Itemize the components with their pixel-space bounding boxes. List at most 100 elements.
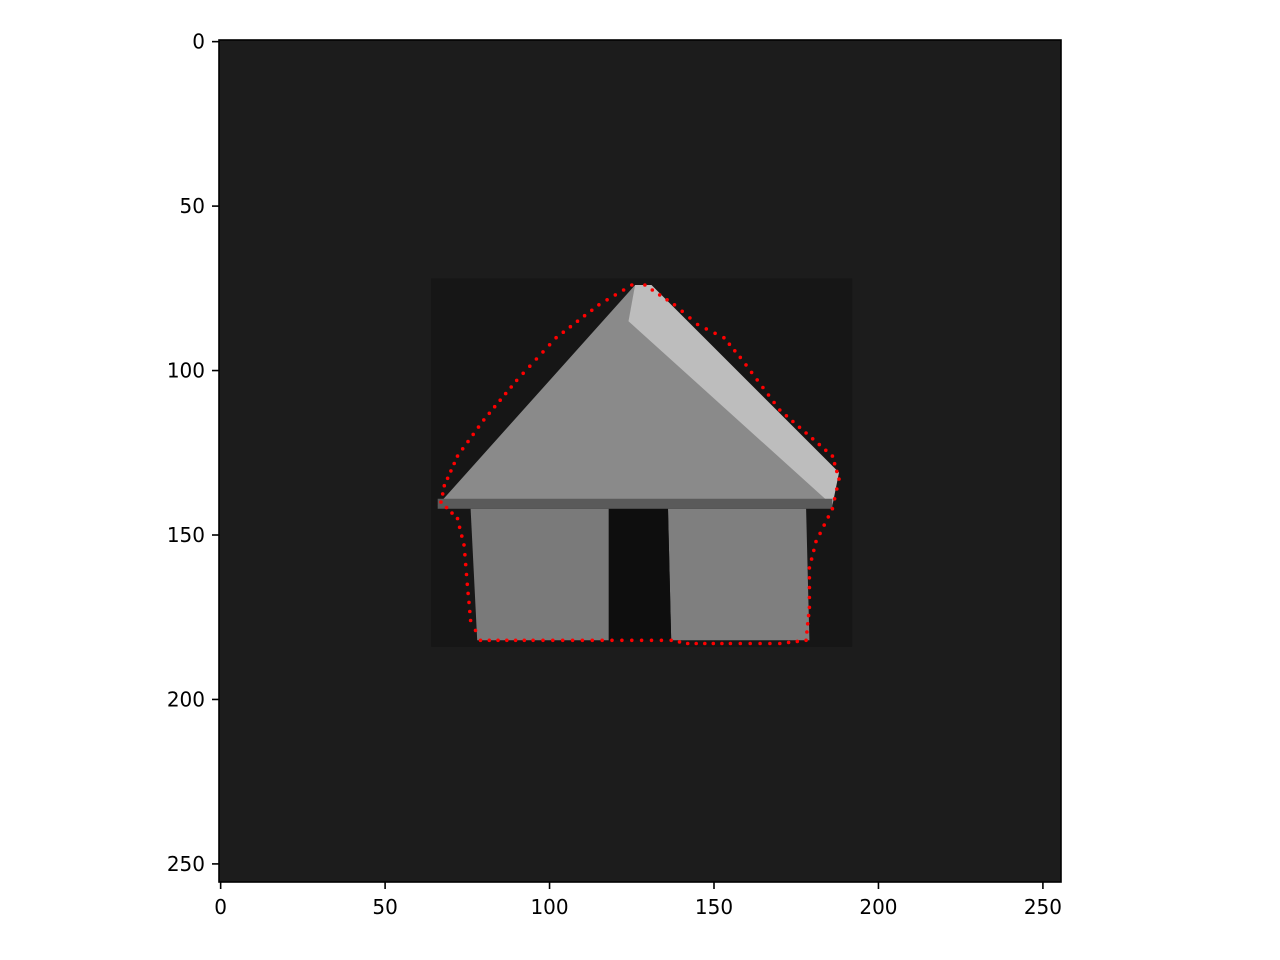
contour-point [528,364,532,369]
contour-point [665,298,669,302]
x-axis: 0 50 100 150 200 250 [214,882,1062,919]
contour-point [704,327,709,331]
contour-point [482,418,486,422]
contour-point [727,342,732,347]
x-tick-label: 0 [214,895,227,919]
contour-point [514,378,519,383]
contour-point [795,639,800,644]
contour-point [471,432,476,437]
contour-point [643,283,647,287]
contour-point [460,447,465,451]
contour-point [814,539,818,544]
contour-point [580,638,585,643]
contour-point [835,469,839,474]
contour-point [522,638,527,643]
contour-point [766,393,771,397]
contour-point [605,298,609,302]
contour-point [620,638,624,643]
contour-point [463,552,467,557]
contour-point [621,288,626,292]
contour-point [449,469,453,473]
contour-point [630,283,634,287]
image-display [219,40,1061,882]
contour-point [733,349,737,353]
contour-point [547,343,552,347]
contour-point [804,638,808,643]
contour-point [590,308,594,313]
y-tick-label: 50 [180,194,205,218]
contour-point [590,638,595,643]
contour-point [672,303,677,307]
contour-point [466,439,470,444]
contour-point [468,618,473,623]
contour-point [496,638,500,643]
contour-point [450,511,454,515]
contour-point [531,638,535,643]
contour-point [561,330,566,335]
contour-point [610,638,614,643]
contour-point [476,425,481,429]
contour-point [837,477,841,481]
contour-point [452,461,457,466]
contour-point [669,638,673,643]
contour-point [685,641,690,646]
contour-point [758,641,762,646]
contour-point [768,641,772,646]
contour-point [487,638,492,643]
contour-point [460,534,464,538]
contour-point [809,557,814,561]
contour-point [568,324,573,329]
contour-point [791,419,795,424]
contour-point [711,641,716,646]
contour-point [487,411,492,416]
y-tick-label: 100 [167,359,205,383]
contour-point [505,638,509,643]
contour-point [600,638,604,643]
contour-point [630,638,634,643]
contour-point [818,531,822,536]
contour-point [778,408,782,412]
contour-point [680,309,684,314]
y-tick-label: 150 [167,523,205,547]
x-tick-label: 200 [859,895,897,919]
contour-point [659,638,664,643]
contour-point [749,370,754,375]
contour-point [786,640,791,645]
contour-point [738,641,743,646]
contour-point [810,437,815,441]
contour-point [439,500,443,504]
contour-point [554,335,558,340]
x-tick-label: 50 [372,895,397,919]
x-tick-label: 150 [695,895,733,919]
contour-point [713,331,717,336]
contour-point [832,461,837,466]
contour-point [761,385,765,390]
contour-point [541,638,545,643]
contour-point [541,350,545,354]
contour-point [639,638,644,643]
contour-point [806,613,811,618]
contour-point [720,641,724,646]
contour-point [463,562,468,567]
contour-point [822,523,826,527]
contour-point [492,404,497,409]
roof-face [437,285,833,506]
contour-point [695,322,700,327]
contour-point [807,585,812,590]
contour-point [457,525,462,530]
contour-point [468,609,472,614]
contour-point [442,483,447,488]
contour-point [513,638,518,643]
contour-point [509,385,513,389]
contour-point [807,605,812,610]
contour-point [835,487,839,491]
contour-point [804,431,808,435]
contour-point [805,630,809,634]
left-wall-block [470,508,609,641]
contour-point [748,641,752,646]
y-tick-label: 200 [167,687,205,711]
contour-point [503,391,508,396]
contour-point [455,454,460,458]
contour-point [467,600,471,605]
